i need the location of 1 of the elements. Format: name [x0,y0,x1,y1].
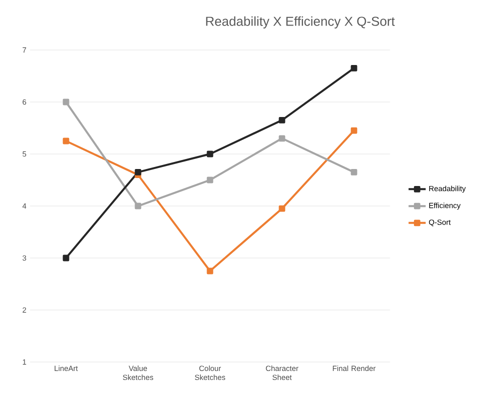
chart-title: Readability X Efficiency X Q-Sort [206,16,395,28]
